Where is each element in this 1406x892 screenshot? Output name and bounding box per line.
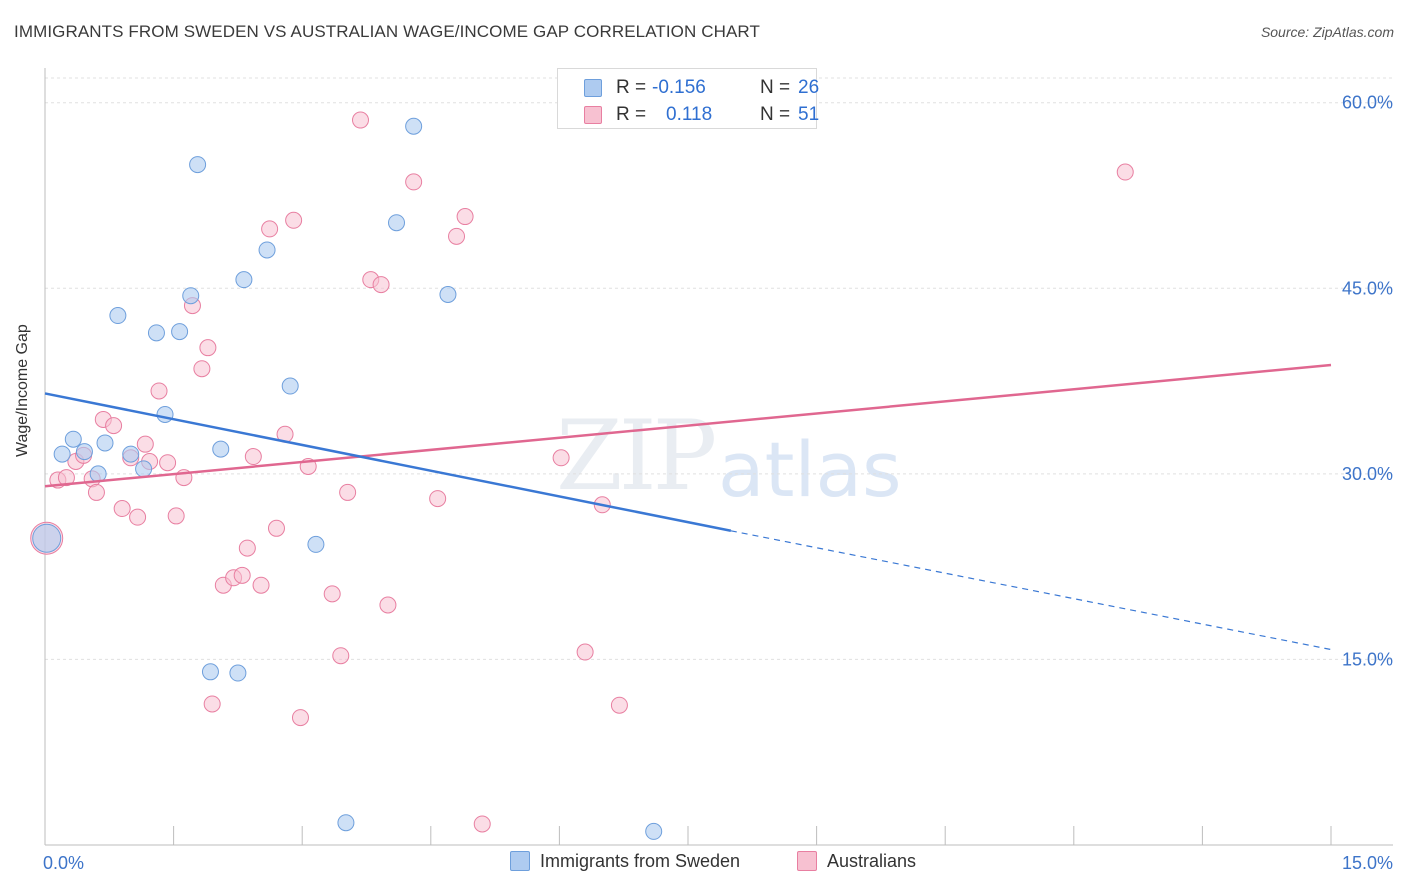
n-label: N = <box>760 104 791 125</box>
australians-trend-line <box>44 363 1332 488</box>
australians-point <box>261 220 279 238</box>
y-tick-label-3: 60.0% <box>1342 93 1393 113</box>
sweden-point <box>53 445 71 463</box>
australians-point <box>552 449 570 467</box>
sweden-point <box>337 814 355 832</box>
australians-point <box>372 276 390 294</box>
australians-point <box>193 360 211 378</box>
sweden-trend-extension <box>730 530 1332 651</box>
x-tick-label-1: 15.0% <box>1342 853 1393 873</box>
sweden-point <box>75 443 93 461</box>
sweden-point <box>235 271 253 289</box>
australians-legend-label: Australians <box>827 851 917 871</box>
australians-point <box>473 815 491 833</box>
x-tick-label-0: 0.0% <box>43 853 84 873</box>
sweden-point <box>147 324 165 342</box>
australians-point <box>136 435 154 453</box>
australians-point <box>351 111 369 129</box>
australians-point <box>57 469 75 487</box>
sweden-point <box>156 405 174 423</box>
australians-point <box>87 483 105 501</box>
y-tick-label-1: 30.0% <box>1342 464 1393 484</box>
australians-point <box>379 596 397 614</box>
sweden-point <box>281 377 299 395</box>
sweden-legend-label: Immigrants from Sweden <box>540 851 741 871</box>
australians-point <box>1116 163 1134 181</box>
n-value: 51 <box>798 104 820 125</box>
r-value: 0.118 <box>666 104 713 125</box>
sweden-point <box>307 535 325 553</box>
sweden-point <box>182 287 200 305</box>
sweden-point <box>645 822 663 840</box>
australians-point <box>285 211 303 229</box>
y-tick-label-2: 45.0% <box>1342 278 1393 298</box>
australians-point <box>332 647 350 665</box>
australians-point <box>167 507 185 525</box>
y-tick-label-0: 15.0% <box>1342 649 1393 669</box>
australians-point <box>610 696 628 714</box>
sweden-point <box>32 523 62 553</box>
australians-point <box>576 643 594 661</box>
sweden-point <box>189 156 207 174</box>
australians-point <box>233 566 251 584</box>
sweden-point <box>96 434 114 452</box>
watermark-atlas: atlas <box>718 425 902 514</box>
australians-point <box>429 490 447 508</box>
australians-point <box>405 173 423 191</box>
australians-point <box>252 576 270 594</box>
australians-point <box>129 508 147 526</box>
sweden-point <box>109 307 127 325</box>
sweden-point <box>405 117 423 135</box>
australians-swatch <box>584 106 602 124</box>
australians-point <box>159 454 177 472</box>
australians-point <box>105 417 123 435</box>
r-label: R = <box>616 104 647 125</box>
n-label: N = <box>760 77 791 98</box>
legend-item-australians[interactable]: Australians <box>797 851 916 877</box>
australians-point <box>291 709 309 727</box>
sweden-swatch <box>584 79 602 97</box>
r-label: R = <box>616 77 647 98</box>
sweden-point <box>388 214 406 232</box>
r-value: -0.156 <box>652 77 706 98</box>
sweden-point <box>212 440 230 458</box>
australians-point <box>199 339 217 357</box>
sweden-point <box>229 664 247 682</box>
sweden-point <box>135 460 153 478</box>
legend-item-sweden[interactable]: Immigrants from Sweden <box>510 851 740 877</box>
y-axis-label: Wage/Income Gap <box>14 324 31 457</box>
australians-point <box>456 208 474 226</box>
australians-point <box>238 539 256 557</box>
stats-legend: R = -0.156 N = 26 R = 0.118 N = 51 <box>557 68 820 129</box>
australians-point <box>267 519 285 537</box>
sweden-point <box>258 241 276 259</box>
australians-point <box>339 483 357 501</box>
sweden-point <box>171 323 189 341</box>
n-value: 26 <box>798 77 820 98</box>
australians-point <box>448 227 466 245</box>
australians-point <box>203 695 221 713</box>
sweden-legend-swatch <box>510 851 530 871</box>
sweden-trend-line <box>44 392 732 533</box>
sweden-point <box>122 445 140 463</box>
australians-point <box>150 382 168 400</box>
source-label: Source: ZipAtlas.com <box>1260 24 1394 40</box>
australians-point <box>244 448 262 466</box>
sweden-point <box>439 285 457 303</box>
chart-title: IMMIGRANTS FROM SWEDEN VS AUSTRALIAN WAG… <box>14 22 760 41</box>
watermark-zip: ZIP <box>556 400 717 512</box>
australians-legend-swatch <box>797 851 817 871</box>
sweden-point <box>64 430 82 448</box>
australians-point <box>113 500 131 518</box>
australians-point <box>323 585 341 603</box>
sweden-point <box>201 663 219 681</box>
